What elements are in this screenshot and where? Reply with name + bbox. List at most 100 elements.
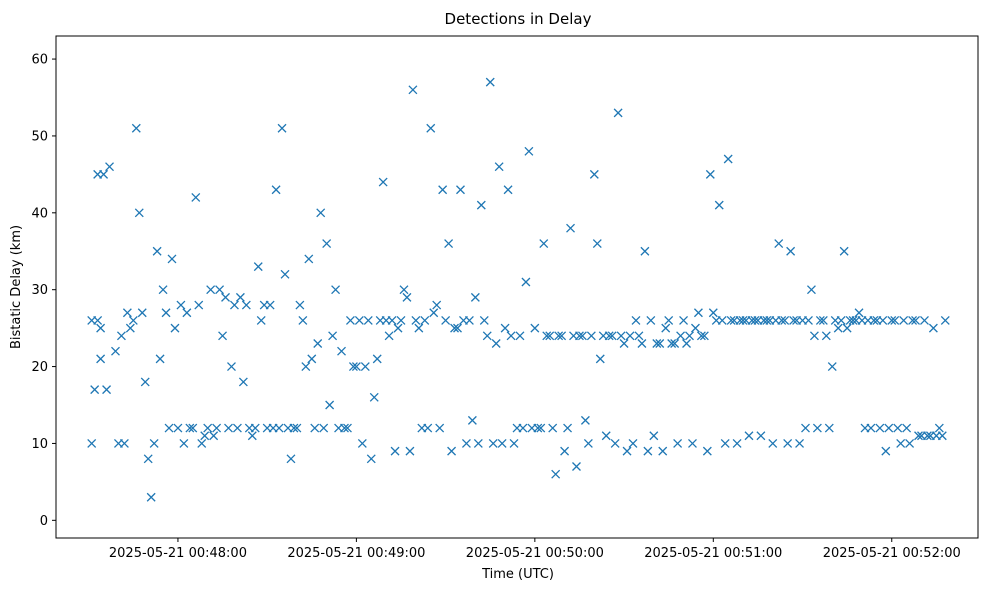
data-point — [96, 323, 106, 333]
data-point — [179, 438, 189, 448]
data-point — [821, 331, 831, 341]
data-point — [200, 431, 210, 441]
data-point — [896, 438, 906, 448]
data-point — [224, 423, 233, 433]
data-point — [102, 385, 112, 395]
data-point — [911, 315, 921, 325]
data-point — [125, 323, 135, 333]
data-point — [149, 438, 159, 448]
data-point — [667, 339, 677, 348]
data-point — [533, 423, 543, 433]
data-point — [702, 446, 712, 456]
chart-title: Detections in Delay — [445, 10, 592, 28]
data-point — [720, 438, 730, 448]
data-point — [542, 331, 552, 341]
data-point — [438, 185, 448, 195]
data-point — [693, 308, 703, 318]
data-point — [435, 423, 445, 433]
data-point — [922, 431, 932, 441]
data-point — [592, 239, 602, 249]
data-point — [337, 346, 346, 356]
data-point — [470, 292, 480, 302]
data-point — [738, 315, 748, 325]
data-point — [491, 339, 501, 348]
data-point — [289, 423, 299, 433]
data-point — [655, 339, 665, 348]
x-axis-label: Time (UTC) — [481, 567, 554, 582]
data-point — [717, 315, 727, 325]
data-point — [393, 323, 403, 333]
data-point — [423, 423, 433, 433]
data-point — [292, 423, 302, 433]
data-point — [839, 246, 849, 256]
data-point — [536, 423, 546, 433]
data-point — [402, 292, 412, 302]
data-point — [583, 438, 593, 448]
data-point — [420, 315, 430, 325]
data-point — [209, 431, 219, 441]
data-point — [881, 446, 891, 456]
data-point — [893, 423, 903, 433]
data-point — [93, 315, 103, 325]
data-point — [789, 315, 799, 325]
data-point — [934, 423, 944, 433]
data-point — [369, 392, 379, 402]
data-point — [134, 208, 144, 218]
data-point — [604, 331, 614, 341]
data-point — [494, 162, 504, 172]
data-point — [441, 315, 451, 325]
data-point — [887, 315, 897, 325]
data-point — [809, 331, 819, 341]
data-point — [902, 423, 912, 433]
data-point — [607, 331, 617, 341]
data-point — [815, 315, 825, 325]
x-tick-label: 2025-05-21 00:51:00 — [644, 546, 782, 561]
data-point — [500, 323, 510, 333]
data-point — [658, 446, 668, 456]
y-tick-label: 30 — [31, 283, 48, 298]
data-point — [795, 438, 805, 448]
data-point — [384, 331, 394, 341]
data-point — [806, 285, 816, 295]
data-point — [940, 315, 950, 325]
data-point — [316, 208, 326, 218]
data-point — [875, 423, 885, 433]
data-point — [277, 123, 287, 133]
data-point — [699, 331, 709, 341]
data-point — [340, 423, 349, 433]
data-point — [682, 339, 691, 348]
x-tick-label: 2025-05-21 00:49:00 — [287, 546, 425, 561]
data-point — [679, 315, 689, 325]
data-point — [105, 162, 114, 172]
data-point — [506, 331, 516, 341]
data-point — [119, 438, 129, 448]
data-point — [173, 423, 183, 433]
data-point — [450, 323, 460, 333]
data-point — [229, 300, 239, 310]
data-point — [688, 438, 697, 448]
data-point — [539, 239, 549, 249]
data-point — [372, 354, 382, 364]
data-point — [432, 300, 442, 310]
data-point — [197, 438, 207, 448]
data-point — [714, 200, 724, 210]
data-point — [90, 385, 100, 395]
data-point — [131, 123, 141, 133]
data-point — [488, 438, 498, 448]
data-point — [768, 438, 778, 448]
data-point — [920, 315, 929, 325]
x-tick-label: 2025-05-21 00:50:00 — [466, 546, 604, 561]
data-point — [521, 277, 531, 287]
data-point — [705, 169, 715, 179]
data-point — [399, 285, 409, 295]
data-point — [167, 254, 177, 264]
data-point — [878, 315, 888, 325]
data-point — [215, 285, 225, 295]
y-tick-label: 10 — [31, 437, 48, 452]
data-point — [783, 438, 793, 448]
data-point — [890, 315, 900, 325]
data-point — [345, 315, 355, 325]
data-point — [203, 423, 213, 433]
data-point — [854, 308, 864, 318]
data-point — [351, 362, 361, 372]
